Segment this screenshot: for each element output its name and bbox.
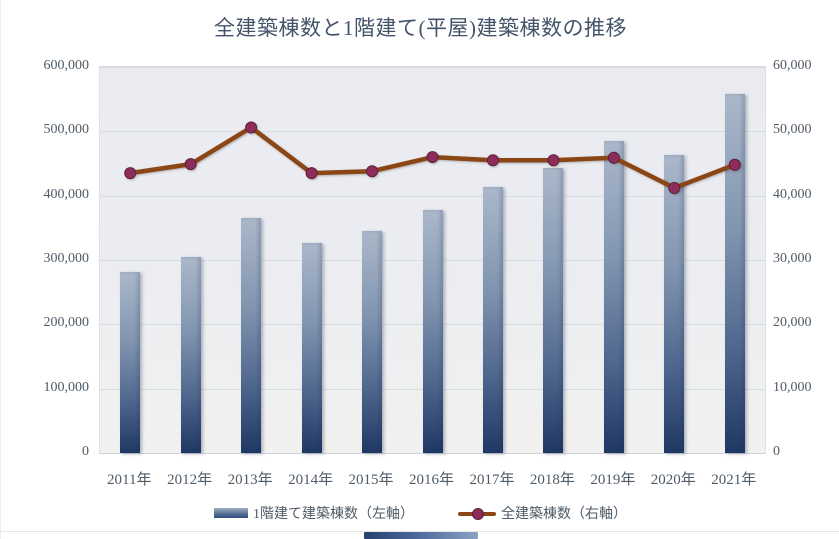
y-axis-left-tick: 600,000 xyxy=(43,58,90,73)
y-axis-left-tick: 100,000 xyxy=(43,379,90,395)
x-axis-label: 2020年 xyxy=(650,472,696,488)
bar-2017年 xyxy=(482,187,503,453)
line-point-2021年 xyxy=(728,158,741,171)
y-axis-left-tick: 200,000 xyxy=(43,315,90,331)
x-axis-label: 2016年 xyxy=(408,472,454,488)
partial-window-edge xyxy=(364,532,478,539)
line-point-2013年 xyxy=(245,121,258,134)
line-point-2011年 xyxy=(124,167,137,180)
line-point-2015年 xyxy=(366,165,379,178)
y-axis-right-tick: 20,000 xyxy=(773,315,812,331)
legend-item-bars: 1階建て建築棟数（左軸） xyxy=(214,503,414,523)
bar-2014年 xyxy=(301,242,322,453)
legend-item-line: 全建築棟数（右軸） xyxy=(458,503,627,523)
gridline xyxy=(100,67,765,68)
line-point-2014年 xyxy=(305,167,318,180)
line-point-2012年 xyxy=(184,158,197,171)
bar-2020年 xyxy=(664,155,685,453)
bar-2015年 xyxy=(362,231,383,453)
chart-title: 全建築棟数と1階建て(平屋)建築棟数の推移 xyxy=(214,16,627,40)
bar-2012年 xyxy=(180,256,201,453)
bar-swatch-icon xyxy=(214,508,248,518)
x-axis-label: 2019年 xyxy=(590,472,636,488)
bar-2019年 xyxy=(603,140,624,453)
y-axis-left-tick: 300,000 xyxy=(43,251,90,266)
bar-2011年 xyxy=(120,271,141,453)
bottom-divider xyxy=(1,531,839,532)
line-marker-swatch-icon xyxy=(458,507,496,520)
gridline xyxy=(100,131,765,133)
legend-label-line: 全建築棟数（右軸） xyxy=(501,507,627,522)
y-axis-right-tick: 0 xyxy=(773,444,780,459)
line-point-2020年 xyxy=(668,181,681,194)
line-point-2017年 xyxy=(486,154,499,167)
y-axis-right-tick: 40,000 xyxy=(773,186,812,202)
x-axis-label: 2015年 xyxy=(348,472,394,488)
x-axis-label: 2012年 xyxy=(167,472,213,488)
y-axis-right-tick: 60,000 xyxy=(773,58,812,73)
x-axis-label: 2017年 xyxy=(469,472,515,488)
line-point-2018年 xyxy=(547,154,560,167)
x-axis-label: 2021年 xyxy=(711,472,757,488)
y-axis-right-tick: 30,000 xyxy=(773,251,812,266)
plot-area xyxy=(99,66,766,454)
bar-2018年 xyxy=(543,168,564,453)
bar-2016年 xyxy=(422,209,443,453)
gridline xyxy=(100,195,765,197)
line-point-2016年 xyxy=(426,151,439,164)
y-axis-left-tick: 500,000 xyxy=(43,122,90,138)
y-axis-right-tick: 10,000 xyxy=(773,379,812,395)
legend: 1階建て建築棟数（左軸） 全建築棟数（右軸） xyxy=(1,503,839,523)
x-axis-label: 2011年 xyxy=(107,472,152,488)
line-point-2019年 xyxy=(607,151,620,164)
y-axis-left-tick: 0 xyxy=(82,444,89,459)
x-axis-label: 2018年 xyxy=(529,472,575,488)
bar-2021年 xyxy=(724,94,745,453)
line-series xyxy=(124,121,741,194)
y-axis-left-tick: 400,000 xyxy=(43,186,90,202)
y-axis-right-tick: 50,000 xyxy=(773,122,812,138)
legend-label-bars: 1階建て建築棟数（左軸） xyxy=(253,507,414,522)
bar-2013年 xyxy=(241,218,262,453)
x-axis-label: 2013年 xyxy=(227,472,273,488)
x-axis-label: 2014年 xyxy=(288,472,334,488)
